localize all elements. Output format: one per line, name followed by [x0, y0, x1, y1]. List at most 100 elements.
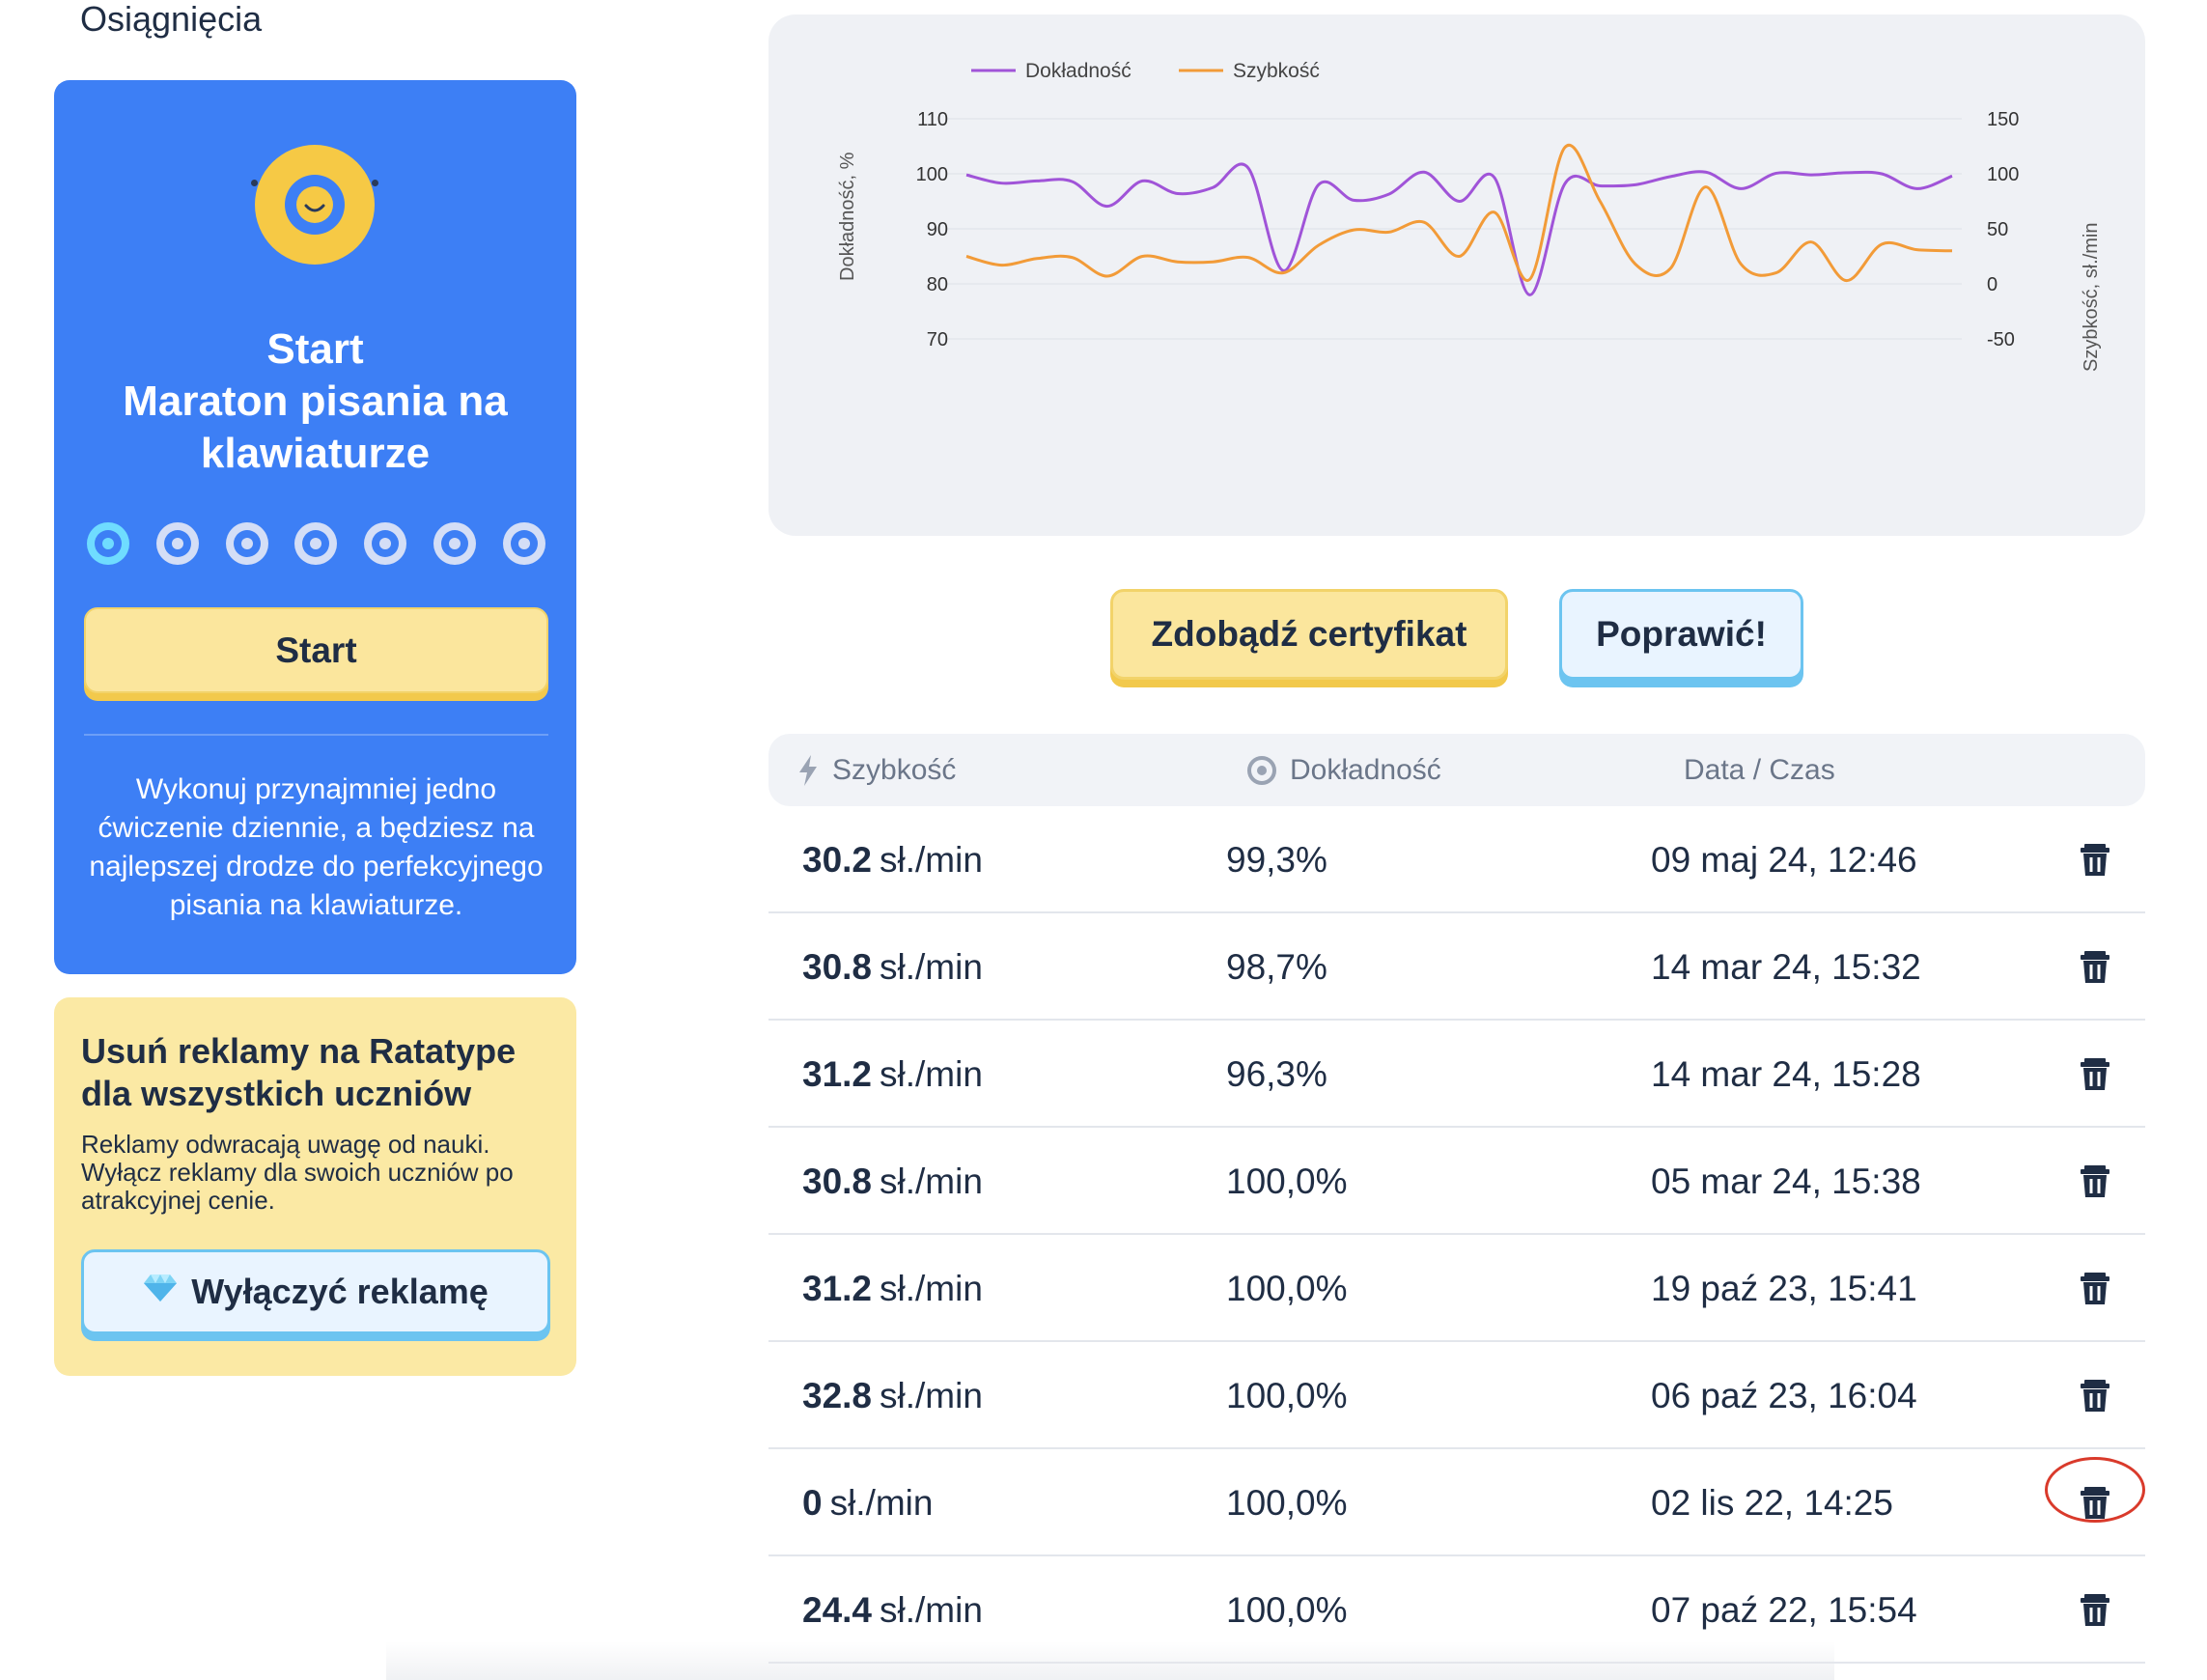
disable-ads-button[interactable]: Wyłączyć reklamę — [81, 1249, 550, 1334]
left-tick-label: 90 — [927, 219, 948, 240]
right-tick-label: 100 — [1987, 164, 2019, 185]
accuracy-cell: 100,0% — [1226, 1268, 1348, 1308]
series-line-accuracy — [965, 162, 1953, 296]
progress-step — [87, 522, 129, 565]
get-certificate-button[interactable]: Zdobądź certyfikat — [1110, 589, 1508, 680]
left-axis-label: Dokładność, % — [837, 152, 858, 281]
table-row: 31.2 sł./min 100,0% 19 paź 23, 15:41 — [768, 1235, 2145, 1342]
datetime-cell: 06 paź 23, 16:04 — [1651, 1375, 1917, 1415]
speed-column-header: Szybkość — [797, 734, 956, 806]
table-row: 30.8 sł./min 98,7% 14 mar 24, 15:32 — [768, 913, 2145, 1021]
remove-ads-description: Reklamy odwracają uwagę od nauki. Wyłącz… — [81, 1130, 514, 1215]
card-divider — [84, 734, 548, 736]
right-tick-label: 150 — [1987, 109, 2019, 130]
left-tick-label: 70 — [927, 329, 948, 350]
target-icon — [1247, 755, 1276, 785]
marathon-heading: Start Maraton pisania na klawiaturze — [54, 323, 576, 480]
speed-value: 30.2 — [802, 839, 873, 880]
start-button[interactable]: Start — [84, 607, 548, 693]
accuracy-cell: 100,0% — [1226, 1589, 1348, 1630]
speed-unit: sł./min — [880, 1589, 983, 1630]
datetime-cell: 07 paź 22, 15:54 — [1651, 1589, 1917, 1630]
speed-unit: sł./min — [880, 946, 983, 987]
trash-icon[interactable] — [2076, 1054, 2114, 1093]
trash-icon[interactable] — [2076, 840, 2114, 879]
speed-unit: sł./min — [829, 1482, 934, 1523]
lightning-icon — [799, 754, 817, 786]
left-tick-label: 110 — [917, 109, 948, 130]
table-row: 31.2 sł./min 96,3% 14 mar 24, 15:28 — [768, 1021, 2145, 1128]
progress-step — [294, 522, 338, 565]
accuracy-column-header: Dokładność — [1247, 734, 1441, 806]
trash-icon[interactable] — [2076, 1590, 2114, 1629]
accuracy-cell: 98,7% — [1226, 946, 1327, 987]
datetime-cell: 19 paź 23, 15:41 — [1651, 1268, 1917, 1308]
progress-step — [433, 522, 476, 565]
datetime-cell: 02 lis 22, 14:25 — [1651, 1482, 1893, 1523]
speed-value: 0 — [802, 1482, 823, 1523]
speed-unit: sł./min — [880, 1268, 983, 1308]
datetime-column-header: Data / Czas — [1684, 734, 1835, 806]
speed-cell: 30.8 sł./min — [802, 1128, 983, 1235]
table-row: 30.2 sł./min 99,3% 09 maj 24, 12:46 — [768, 806, 2145, 913]
datetime-cell: 05 mar 24, 15:38 — [1651, 1161, 1921, 1201]
right-tick-label: -50 — [1987, 329, 2015, 350]
trash-icon[interactable] — [2076, 1269, 2114, 1307]
speed-value: 31.2 — [802, 1268, 873, 1308]
table-row: 24.4 sł./min 100,0% 07 paź 22, 15:54 — [768, 1556, 2145, 1664]
marathon-heading-line2: Maraton pisania na — [123, 378, 508, 425]
smiley-badge-icon — [251, 145, 378, 265]
accuracy-header-label: Dokładność — [1290, 753, 1441, 786]
disable-ads-label: Wyłączyć reklamę — [191, 1272, 489, 1311]
legend-label: Szybkość — [1233, 60, 1320, 82]
trash-icon[interactable] — [2076, 1376, 2114, 1414]
table-row: 30.8 sł./min 100,0% 05 mar 24, 15:38 — [768, 1128, 2145, 1235]
trash-icon[interactable] — [2076, 1162, 2114, 1200]
speed-unit: sł./min — [880, 1375, 983, 1415]
speed-unit: sł./min — [880, 839, 983, 880]
right-tick-label: 0 — [1987, 274, 1997, 295]
trash-icon[interactable] — [2076, 947, 2114, 986]
datetime-cell: 14 mar 24, 15:28 — [1651, 1053, 1921, 1094]
highlight-circle — [2045, 1457, 2145, 1523]
speed-value: 30.8 — [802, 946, 873, 987]
achievements-title: Osiągnięcia — [80, 0, 263, 39]
progress-step — [225, 522, 268, 565]
datetime-cell: 14 mar 24, 15:32 — [1651, 946, 1921, 987]
diamond-icon — [143, 1272, 178, 1312]
speed-cell: 31.2 sł./min — [802, 1235, 983, 1342]
results-chart-panel — [768, 14, 2145, 536]
right-axis-label: Szybkość, sł./min — [2081, 223, 2102, 372]
marathon-progress-steps — [87, 522, 545, 565]
speed-unit: sł./min — [880, 1053, 983, 1094]
speed-value: 31.2 — [802, 1053, 873, 1094]
series-line-speed — [965, 143, 1953, 283]
left-tick-label: 80 — [927, 274, 948, 295]
accuracy-cell: 100,0% — [1226, 1482, 1348, 1523]
right-tick-label: 50 — [1987, 219, 2008, 240]
speed-cell: 24.4 sł./min — [802, 1556, 983, 1664]
datetime-header-label: Data / Czas — [1684, 753, 1835, 786]
marathon-heading-line3: klawiaturze — [200, 430, 431, 477]
speed-cell: 32.8 sł./min — [802, 1342, 983, 1449]
speed-value: 30.8 — [802, 1161, 873, 1201]
results-table-header: Szybkość Dokładność Data / Czas — [768, 734, 2145, 806]
speed-unit: sł./min — [880, 1161, 983, 1201]
progress-step — [155, 522, 199, 565]
remove-ads-title: Usuń reklamy na Ratatype dla wszystkich … — [81, 1031, 517, 1113]
speed-value: 24.4 — [802, 1589, 873, 1630]
table-row: 0 sł./min 100,0% 02 lis 22, 14:25 — [768, 1449, 2145, 1556]
datetime-cell: 09 maj 24, 12:46 — [1651, 839, 1917, 880]
accuracy-cell: 99,3% — [1226, 839, 1327, 880]
accuracy-cell: 100,0% — [1226, 1375, 1348, 1415]
results-chart: 110 100 90 80 70 150 100 50 0 -50 Dokładność, % Szy… — [837, 60, 2102, 372]
progress-step — [364, 522, 407, 565]
speed-header-label: Szybkość — [832, 753, 957, 786]
speed-cell: 30.2 sł./min — [802, 806, 983, 913]
speed-value: 32.8 — [802, 1375, 873, 1415]
accuracy-cell: 96,3% — [1226, 1053, 1327, 1094]
improve-button[interactable]: Poprawić! — [1559, 589, 1803, 680]
speed-cell: 30.8 sł./min — [802, 913, 983, 1021]
progress-step — [502, 522, 545, 565]
bottom-fade — [386, 1641, 1834, 1680]
